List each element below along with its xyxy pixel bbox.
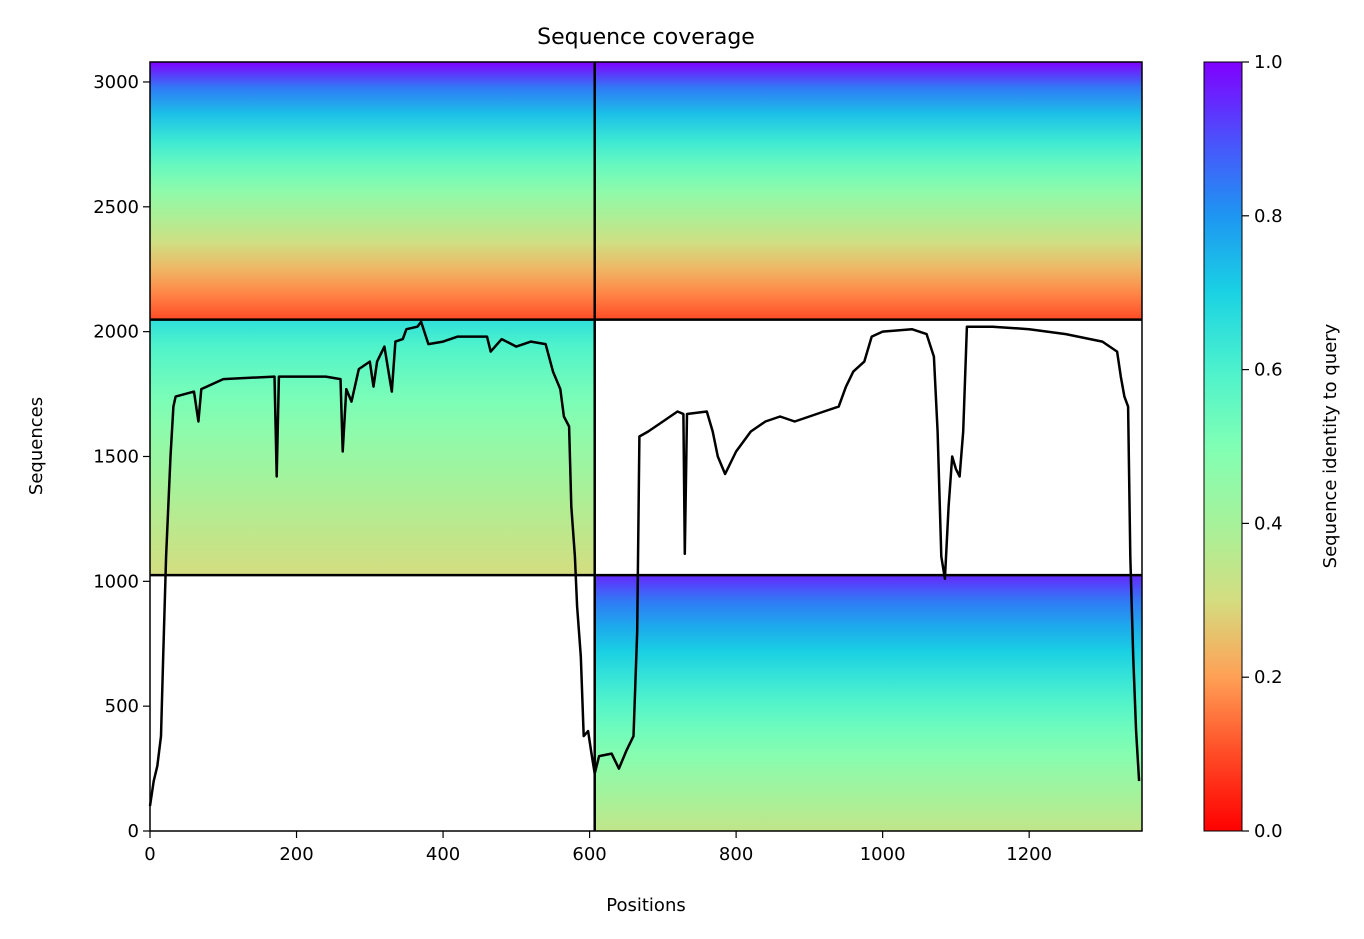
x-tick-label: 800	[719, 844, 753, 865]
y-axis: 0 500 1000 1500 2000 2500 3000	[93, 72, 150, 842]
colorbar-tick-label: 0.6	[1254, 360, 1283, 381]
coverage-block	[150, 319, 595, 576]
y-tick-label: 2500	[93, 197, 139, 218]
y-tick-label: 1000	[93, 571, 139, 592]
y-tick-label: 3000	[93, 72, 139, 93]
coverage-block	[594, 62, 1142, 320]
plot-frame	[149, 61, 1143, 832]
colorbar-tick-label: 0.2	[1254, 667, 1283, 688]
coverage-block	[150, 62, 595, 320]
coverage-line-group	[148, 320, 1141, 807]
chart-title: Sequence coverage	[537, 25, 755, 50]
coverage-line	[148, 320, 1141, 807]
y-tick-label: 2000	[93, 322, 139, 343]
colorbar	[1203, 61, 1243, 832]
x-tick-label: 200	[279, 844, 313, 865]
x-tick-label: 1200	[1006, 844, 1052, 865]
colorbar-tick-label: 0.4	[1254, 513, 1283, 534]
x-tick-label: 400	[426, 844, 460, 865]
y-tick-label: 0	[128, 821, 139, 842]
x-tick-label: 0	[144, 844, 155, 865]
boundary-lines	[150, 62, 1142, 831]
coverage-block	[594, 575, 1142, 831]
x-tick-label: 1000	[860, 844, 906, 865]
colorbar-tick-label: 0.8	[1254, 206, 1283, 227]
coverage-blocks	[150, 62, 1142, 831]
colorbar-label: Sequence identity to query	[1320, 323, 1341, 568]
x-tick-label: 600	[572, 844, 606, 865]
colorbar-tick-label: 1.0	[1254, 52, 1283, 73]
x-axis: 0 200 400 600 800 1000 1200	[144, 831, 1052, 865]
y-tick-label: 500	[105, 696, 139, 717]
y-axis-label: Sequences	[26, 397, 47, 495]
colorbar-tick-label: 0.0	[1254, 821, 1283, 842]
colorbar-ticks: 0.0 0.2 0.4 0.6 0.8 1.0	[1242, 52, 1283, 842]
x-axis-label: Positions	[606, 895, 685, 916]
y-tick-label: 1500	[93, 446, 139, 467]
